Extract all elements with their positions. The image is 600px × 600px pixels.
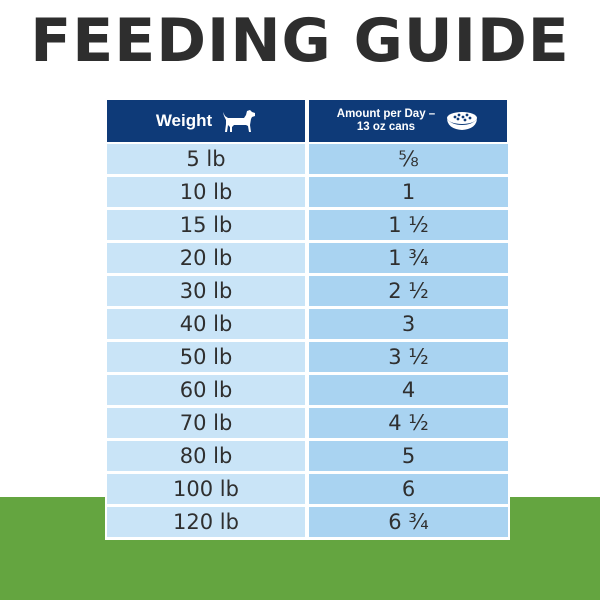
amount-cell: 5 [309,441,508,471]
weight-cell: 120 lb [107,507,305,537]
table-row: 100 lb 6 [107,474,508,504]
amount-header-line2: 13 oz cans [356,121,416,133]
table-row: 5 lb ⅝ [107,144,508,174]
table-row: 40 lb 3 [107,309,508,339]
table-row: 60 lb 4 [107,375,508,405]
amount-cell: 3 ½ [309,342,508,372]
weight-cell: 10 lb [107,177,305,207]
weight-cell: 40 lb [107,309,305,339]
weight-cell: 80 lb [107,441,305,471]
weight-header-label: Weight [155,111,213,130]
amount-cell: 1 [309,177,508,207]
amount-cell: 3 [309,309,508,339]
weight-cell: 20 lb [107,243,305,273]
amount-header-label: Amount per Day – 13 oz cans [337,108,435,134]
amount-cell: 2 ½ [309,276,508,306]
weight-cell: 50 lb [107,342,305,372]
table-row: 10 lb 1 [107,177,508,207]
table-row: 15 lb 1 ½ [107,210,508,240]
weight-column-header: Weight [107,100,305,142]
amount-column-header: Amount per Day – 13 oz cans [309,100,507,142]
weight-cell: 70 lb [107,408,305,438]
amount-cell: 4 [309,375,508,405]
food-bowl-icon [447,112,478,130]
table-row: 70 lb 4 ½ [107,408,508,438]
amount-cell: 1 ½ [309,210,508,240]
amount-cell: 4 ½ [309,408,508,438]
amount-cell: 6 ¾ [309,507,508,537]
weight-cell: 60 lb [107,375,305,405]
table-row: 20 lb 1 ¾ [107,243,508,273]
amount-header-line1: Amount per Day – [336,108,436,120]
table-row: 80 lb 5 [107,441,508,471]
page-title: FEEDING GUIDE [30,6,570,76]
weight-cell: 30 lb [107,276,305,306]
table-row: 50 lb 3 ½ [107,342,508,372]
weight-cell: 100 lb [107,474,305,504]
feeding-table: Weight Amount per Day – 13 oz cans 5 lb ⅝… [105,98,510,540]
dog-icon [223,110,256,132]
weight-cell: 15 lb [107,210,305,240]
amount-cell: ⅝ [309,144,508,174]
weight-cell: 5 lb [107,144,305,174]
table-row: 30 lb 2 ½ [107,276,508,306]
table-row: 120 lb 6 ¾ [107,507,508,537]
amount-cell: 1 ¾ [309,243,508,273]
amount-cell: 6 [309,474,508,504]
